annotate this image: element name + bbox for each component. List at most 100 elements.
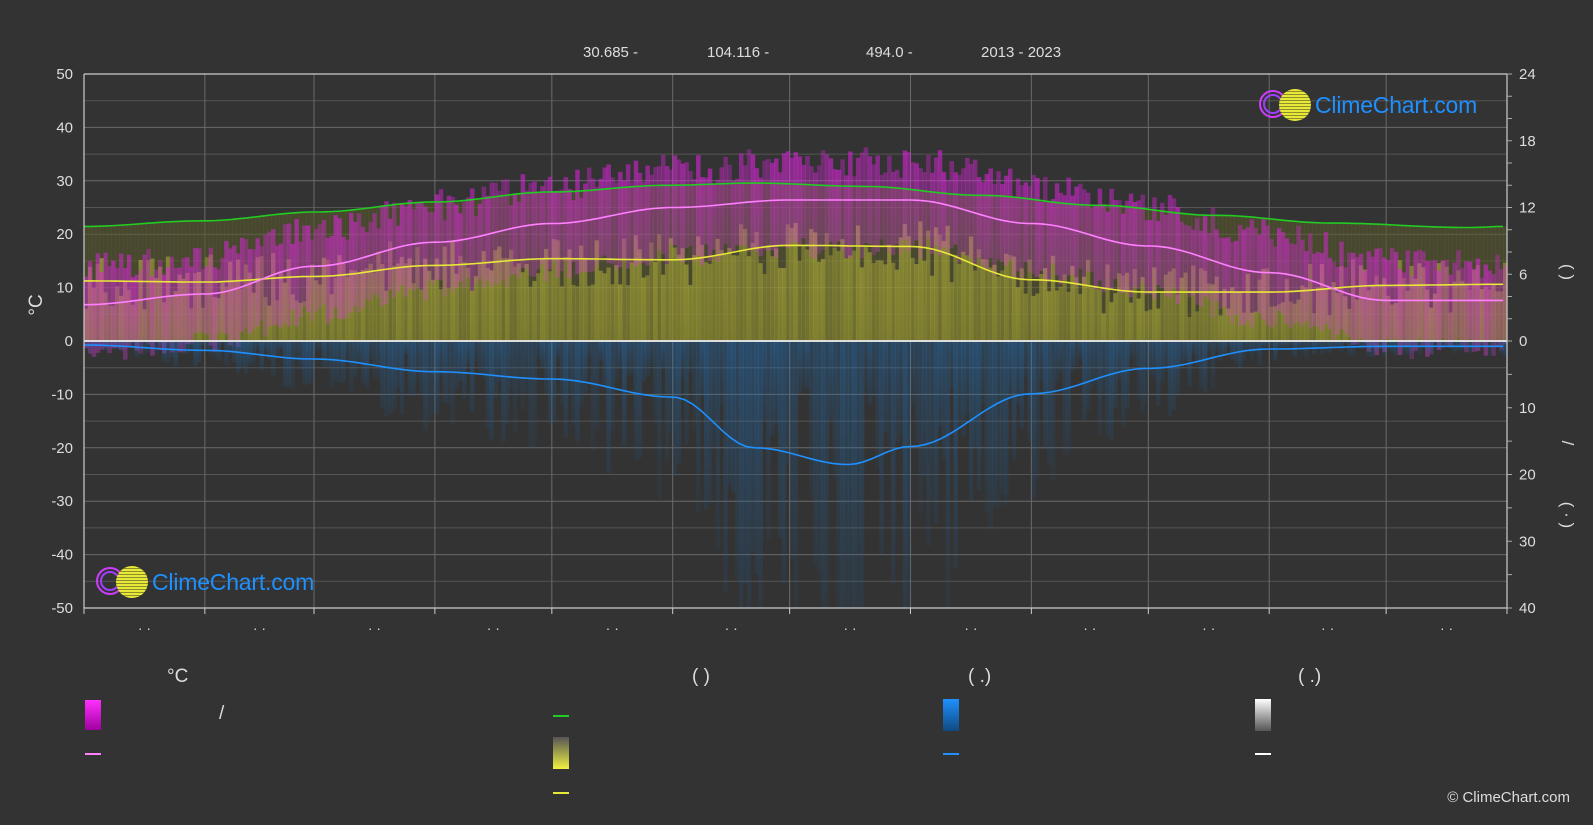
daylight-bar: [684, 185, 689, 341]
precipitation-bar: [220, 341, 225, 346]
daylight-bar: [1089, 205, 1095, 341]
temp-range-bar: [625, 164, 631, 269]
sunshine-bar: [785, 224, 791, 341]
sunshine-bar: [766, 244, 771, 341]
sunshine-bar: [590, 284, 596, 341]
precipitation-bar: [1452, 341, 1457, 354]
temp-range-bar: [559, 189, 565, 272]
precipitation-bar: [649, 341, 654, 366]
precipitation-bar: [1109, 341, 1114, 440]
precipitation-bar: [1499, 341, 1504, 354]
sunshine-bar: [801, 245, 806, 341]
temp-range-bar: [723, 156, 728, 245]
temp-range-bar: [438, 189, 444, 281]
temp-range-bar: [680, 163, 685, 263]
sunshine-bar: [1276, 304, 1282, 341]
sunshine-bar: [586, 285, 592, 341]
precipitation-bar: [353, 341, 358, 378]
precipitation-bar: [481, 341, 487, 379]
precipitation-bar: [984, 341, 990, 513]
temp-range-bar: [965, 157, 970, 256]
precipitation-bar: [1269, 341, 1274, 349]
temp-range-bar: [859, 152, 865, 259]
precipitation-bar: [302, 341, 307, 386]
temp-range-bar: [910, 162, 916, 245]
precipitation-line: [83, 344, 1504, 466]
temp-range-bar: [1284, 238, 1290, 324]
temp-range-bar: [189, 266, 194, 344]
sunshine-bar: [1253, 311, 1259, 341]
temp-range-bar: [758, 177, 763, 257]
mean_temp-line: [83, 199, 1504, 306]
precipitation-bar: [1210, 341, 1216, 389]
sunshine-bar: [1187, 316, 1192, 341]
temp-range-bar: [1276, 228, 1282, 311]
precipitation-bar: [158, 341, 163, 347]
precipitation-bar: [575, 341, 580, 442]
precipitation-bar: [345, 341, 350, 360]
sunshine-bar: [750, 242, 756, 341]
logo-top-right[interactable]: ClimeChart.com: [1259, 88, 1477, 122]
sunshine-bar: [493, 250, 498, 341]
sunshine-bar: [1066, 291, 1071, 341]
precipitation-bar: [1183, 341, 1188, 362]
axes: [83, 73, 1512, 614]
temp-range-bar: [247, 249, 253, 334]
sunshine-bar: [1280, 302, 1286, 341]
logo-bottom-left[interactable]: ClimeChart.com: [96, 565, 314, 599]
temp-range-bar: [1265, 225, 1270, 325]
temp-range-bar: [1425, 261, 1430, 357]
temp-range-bar: [719, 167, 724, 257]
temp-range-bar: [735, 178, 740, 246]
temp-range-bar: [622, 180, 627, 261]
temp-range-bar: [1035, 178, 1040, 277]
temp-range-bar: [871, 164, 877, 255]
precipitation-bar: [1085, 341, 1091, 410]
temp-range-bar: [1421, 251, 1426, 346]
sunshine-bar: [871, 262, 877, 341]
precipitation-bar: [294, 341, 300, 361]
temp-range-bar: [1343, 267, 1348, 334]
sunshine-bar: [1183, 272, 1188, 341]
precipitation-bar: [1156, 341, 1161, 407]
sunshine-bar: [1085, 259, 1091, 341]
precipitation-bar: [945, 341, 951, 608]
temp-range-bar: [349, 212, 354, 313]
tick-labels: 50 40 30 20 10 0 -10 -20 -30 -40 -50 24 18 12 6 0 10 20 30…: [26, 66, 1577, 636]
temp-range-bar: [1214, 229, 1220, 302]
precipitation-bar: [473, 341, 479, 362]
temp-range-bar: [485, 195, 491, 281]
temp-range-bar: [1397, 269, 1403, 355]
legend-heading-temperature: °C: [167, 666, 189, 687]
temp-range-bar: [1370, 256, 1376, 347]
temp-range-bar: [150, 276, 155, 356]
sunshine-bar: [571, 284, 576, 341]
precipitation-bar: [243, 341, 249, 374]
temp-range-bar: [399, 202, 405, 286]
precipitation-bar: [1483, 341, 1489, 349]
sunshine-bar: [602, 273, 608, 341]
temp-range-bar: [754, 168, 760, 252]
precipitation-bar: [1308, 341, 1313, 348]
sunshine-bar: [629, 262, 635, 341]
temp-range-bar: [267, 231, 272, 328]
sunshine-bar: [598, 270, 604, 341]
sunshine-bar: [840, 239, 845, 341]
temp-range-bar: [1054, 183, 1060, 276]
sunshine-bar: [692, 255, 697, 341]
sunshine-bar: [505, 258, 510, 341]
precipitation-bar: [1468, 341, 1473, 354]
precipitation-bar: [1495, 341, 1500, 348]
sunshine-bar: [1054, 290, 1060, 341]
temp-range-bar: [333, 215, 339, 308]
precipitation-bar: [1218, 341, 1223, 362]
month-tick-label: · ·: [725, 620, 738, 636]
precipitation-bar: [1202, 341, 1208, 393]
header-elevation: 494.0 -: [866, 44, 913, 61]
precipitation-bar: [637, 341, 643, 459]
precipitation-bar: [99, 341, 105, 347]
precipitation-bar: [774, 341, 779, 425]
temp-range-bar: [618, 171, 623, 268]
daylight-bar: [930, 191, 935, 341]
temp-range-bar: [212, 267, 218, 352]
